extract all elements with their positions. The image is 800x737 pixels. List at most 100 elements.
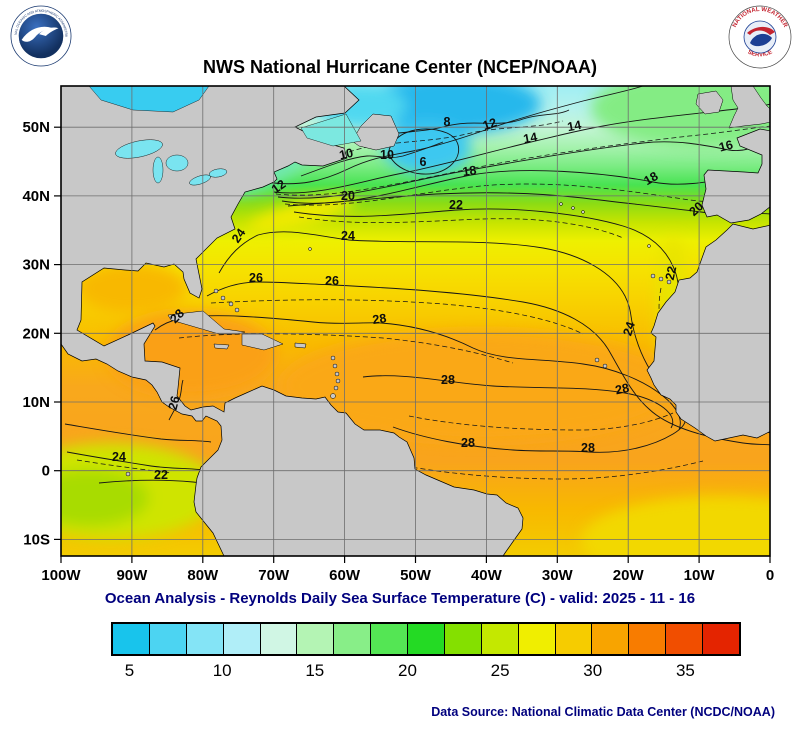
contour-value-label: 14 xyxy=(522,130,538,146)
lake-ontario xyxy=(208,168,228,178)
cold-patch-labrador xyxy=(365,86,541,134)
noaa-gull-icon xyxy=(21,26,53,42)
colorbar-tick-label: 10 xyxy=(212,661,232,680)
contour-24-pacific xyxy=(66,451,214,472)
contour-dashed-9 xyxy=(76,459,172,474)
contour-value-label: 14 xyxy=(566,118,582,134)
y-axis-tick-label: 10S xyxy=(23,531,50,548)
island-antilles-2 xyxy=(332,363,338,369)
contour-value-label: 22 xyxy=(154,468,168,482)
noaa-logo: NATIONAL OCEANIC AND ATMOSPHERIC ADMINIS… xyxy=(10,5,72,67)
island-puerto-rico xyxy=(294,342,307,349)
colorbar-tick-label: 15 xyxy=(305,661,325,680)
island-bahamas-2 xyxy=(220,295,226,301)
x-axis-tick-label: 60W xyxy=(329,567,361,584)
contour-26-pacific xyxy=(64,423,212,443)
colorbar-cell xyxy=(113,624,150,654)
x-axis-tick-label: 80W xyxy=(187,567,219,584)
inland-water-layer xyxy=(88,86,362,186)
land-ireland xyxy=(695,90,724,115)
colorbar-cell xyxy=(703,624,739,654)
contour-dashed-6 xyxy=(178,333,514,364)
land-layer xyxy=(61,86,770,556)
colorbar-labels: 5 10 15 20 25 30 35 xyxy=(111,661,741,685)
colorbar-tick-label: 30 xyxy=(583,661,603,680)
grid-layer xyxy=(61,86,770,556)
x-axis-tick-label: 70W xyxy=(258,567,290,584)
colorbar-cell xyxy=(334,624,372,654)
contour-value-label: 22 xyxy=(449,198,463,212)
colorbar-tick-label: 25 xyxy=(490,661,510,680)
gulf-of-mexico-warm xyxy=(76,263,186,313)
contour-value-label: 12 xyxy=(481,115,499,133)
colorbar-cell xyxy=(629,624,667,654)
colorbar-tick-label: 5 xyxy=(124,661,135,680)
island-trinidad xyxy=(330,393,336,399)
contour-dashed-5 xyxy=(210,299,584,335)
island-azores-1 xyxy=(559,202,563,206)
island-bahamas-1 xyxy=(213,288,219,294)
contour-value-label: 10 xyxy=(380,148,394,162)
contour-dashed-1 xyxy=(348,120,564,153)
colorbar-cell xyxy=(223,624,261,654)
contour-value-label: 24 xyxy=(112,450,126,464)
colorbar xyxy=(111,622,741,656)
lake-michigan xyxy=(152,156,164,184)
island-azores-3 xyxy=(581,210,585,214)
colorbar-cell xyxy=(592,624,630,654)
colorbar-tick-label: 35 xyxy=(675,661,695,680)
x-axis-tick-label: 30W xyxy=(542,567,574,584)
contour-dashed-8 xyxy=(388,460,704,480)
page-title: NWS National Hurricane Center (NCEP/NOAA… xyxy=(202,57,598,77)
land-britain xyxy=(728,86,770,129)
colorbar-cell xyxy=(297,624,335,654)
contour-value-label: 26 xyxy=(325,274,339,288)
nws-map-shape xyxy=(750,33,772,47)
island-canary-3 xyxy=(666,279,672,285)
nws-swoosh-icon xyxy=(747,26,775,35)
contour-value-label: 18 xyxy=(641,169,660,188)
contour-value-label: 26 xyxy=(166,394,183,411)
tropical-warm-band xyxy=(281,331,681,441)
lake-huron xyxy=(165,154,189,172)
island-canary-1 xyxy=(650,273,656,279)
contour-6 xyxy=(388,128,460,175)
lake-superior xyxy=(115,139,163,159)
contour-value-label: 18 xyxy=(462,163,478,179)
lake-erie xyxy=(189,174,211,186)
island-antilles-3 xyxy=(334,371,340,377)
island-bahamas-3 xyxy=(228,301,234,307)
contour-28-south xyxy=(392,415,686,453)
island-antilles-4 xyxy=(335,378,341,384)
island-cape-verde-2 xyxy=(602,363,608,369)
island-jamaica xyxy=(213,343,230,350)
y-axis-tick-label: 40N xyxy=(22,188,50,205)
x-axis-tick-label: 40W xyxy=(471,567,503,584)
land-france-iberia xyxy=(701,128,770,224)
island-galapagos xyxy=(125,471,131,477)
warm-patch-ne-atlantic xyxy=(591,86,770,148)
contour-dashed-2 xyxy=(275,125,770,196)
x-axis-tick-label: 50W xyxy=(400,567,432,584)
colorbar-cell xyxy=(260,624,298,654)
contour-value-label: 28 xyxy=(372,311,388,327)
x-axis-tick-label: 0 xyxy=(766,567,774,584)
contour-dashed-4 xyxy=(298,216,624,239)
island-canary-2 xyxy=(658,276,664,282)
colorbar-cell xyxy=(444,624,482,654)
contour-value-label: 28 xyxy=(461,436,475,450)
data-source-note: Data Source: National Climatic Data Cent… xyxy=(431,705,775,719)
contour-value-label: 24 xyxy=(620,320,638,338)
noaa-globe xyxy=(18,13,64,59)
island-antilles-1 xyxy=(330,355,336,361)
nws-logo: NATIONAL WEATHER SERVICE xyxy=(728,5,792,69)
contour-value-label: 28 xyxy=(441,373,455,387)
island-bahamas-4 xyxy=(234,307,240,313)
contour-value-label: 10 xyxy=(338,146,355,163)
y-axis-tick-label: 0 xyxy=(42,463,50,480)
island-antilles-5 xyxy=(333,385,339,391)
